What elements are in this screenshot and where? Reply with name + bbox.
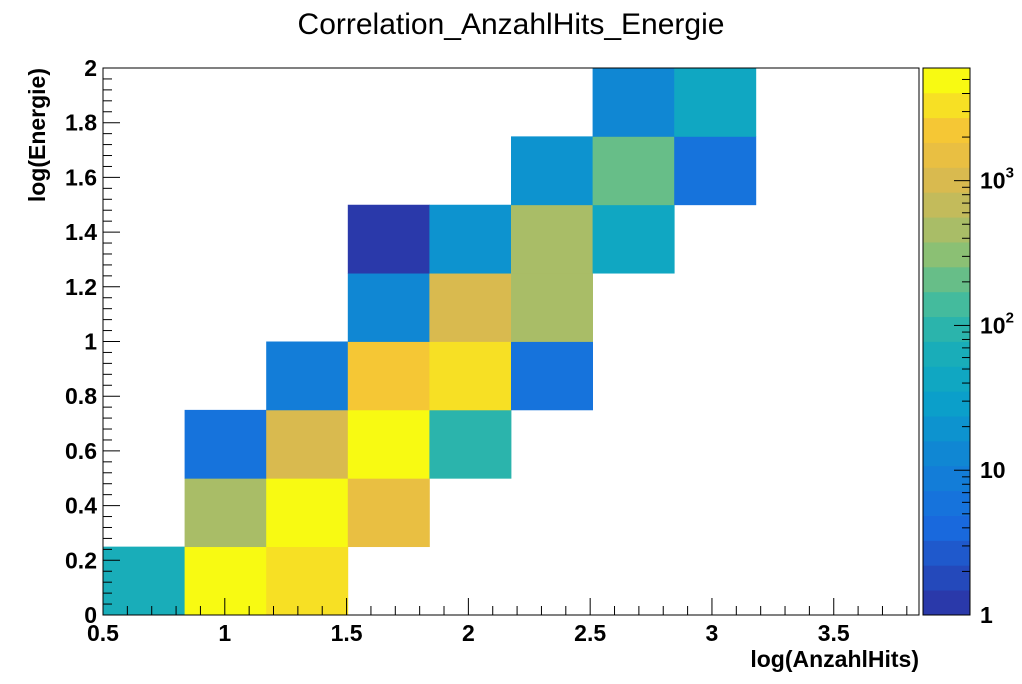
colorbar-tick-label: 1 xyxy=(980,602,993,628)
colorbar: 1 10 102 103 xyxy=(922,67,1014,628)
heatmap-cell xyxy=(592,136,675,206)
colorbar-segment xyxy=(923,242,970,268)
heatmap-cell xyxy=(266,478,349,548)
heatmap-cell xyxy=(511,204,593,274)
x-tick-label: 3.5 xyxy=(818,620,850,646)
colorbar-segment xyxy=(923,341,970,367)
colorbar-segment xyxy=(923,440,970,467)
colorbar-frame xyxy=(922,67,971,616)
y-axis: 0 0.2 0.4 0.6 0.8 1 1.2 1.4 1.6 1.8 2 xyxy=(65,55,120,628)
y-tick-label: 0.2 xyxy=(65,547,97,573)
y-tick-label: 1.6 xyxy=(65,164,97,190)
y-tick-label: 1 xyxy=(84,329,97,355)
colorbar-tick-label: 103 xyxy=(980,165,1014,194)
colorbar-segment xyxy=(923,490,970,516)
heatmap-cell xyxy=(347,478,430,548)
colorbar-segment xyxy=(923,316,970,342)
heatmap-cell xyxy=(429,204,512,274)
heatmap-cell xyxy=(511,341,593,411)
y-tick-label: 0.6 xyxy=(65,438,97,464)
x-tick-label: 2 xyxy=(462,620,475,646)
colorbar-segment xyxy=(923,68,970,94)
heatmap-cell xyxy=(592,68,675,137)
chart-title: Correlation_AnzahlHits_Energie xyxy=(298,8,725,41)
heatmap-cell xyxy=(429,273,512,342)
x-tick-label: 1.5 xyxy=(331,620,363,646)
colorbar-segment xyxy=(923,565,970,591)
heatmap-cell xyxy=(511,136,593,206)
colorbar-segment xyxy=(923,366,970,392)
heatmap-cell xyxy=(429,341,512,411)
y-tick-label: 0 xyxy=(84,602,97,628)
colorbar-tick-label: 10 xyxy=(980,457,1006,483)
colorbar-segment xyxy=(923,142,970,168)
heatmap-cell xyxy=(266,409,349,479)
colorbar-segment xyxy=(923,192,970,218)
heatmap-cell xyxy=(347,273,430,342)
y-tick-label: 1.4 xyxy=(65,219,97,245)
y-axis-label: log(Energie) xyxy=(24,68,50,202)
colorbar-segment xyxy=(923,266,970,293)
heatmap-cell xyxy=(103,546,185,616)
heatmap-cell xyxy=(266,341,349,411)
y-tick-label: 0.4 xyxy=(65,493,97,519)
y-tick-label: 1.8 xyxy=(65,110,97,136)
heatmap-cell xyxy=(347,341,430,411)
x-tick-label: 2.5 xyxy=(574,620,606,646)
colorbar-segment xyxy=(923,416,970,442)
y-tick-label: 0.8 xyxy=(65,383,97,409)
heatmap-cell xyxy=(592,204,675,274)
colorbar-segment xyxy=(923,540,970,566)
colorbar-segment xyxy=(923,391,970,417)
heatmap-cell xyxy=(184,409,267,479)
y-tick-label: 1.2 xyxy=(65,274,97,300)
heatmap-cell xyxy=(184,546,267,616)
colorbar-segment xyxy=(923,291,970,318)
colorbar-segment xyxy=(923,590,970,616)
x-tick-label: 3 xyxy=(706,620,719,646)
heatmap-cells xyxy=(103,68,757,616)
colorbar-segment xyxy=(923,465,970,492)
colorbar-tick-label: 102 xyxy=(980,309,1014,338)
x-tick-label: 1 xyxy=(218,620,231,646)
heatmap-cell xyxy=(674,136,757,206)
x-axis-label: log(AnzahlHits) xyxy=(750,646,919,672)
heatmap-cell xyxy=(674,68,757,137)
colorbar-segment xyxy=(923,167,970,193)
heatmap-cell xyxy=(184,478,267,548)
heatmap-cell xyxy=(266,546,349,616)
heatmap-cell xyxy=(511,273,593,342)
heatmap-cell xyxy=(429,409,512,479)
colorbar-segment xyxy=(923,117,970,143)
y-tick-label: 2 xyxy=(84,55,97,81)
heatmap-cell xyxy=(347,204,430,274)
colorbar-segment xyxy=(923,92,970,119)
x-axis: 0.5 1 1.5 2 2.5 3 3.5 xyxy=(87,598,908,646)
x-tick-label: 0.5 xyxy=(87,620,119,646)
heatmap-cell xyxy=(347,409,430,479)
